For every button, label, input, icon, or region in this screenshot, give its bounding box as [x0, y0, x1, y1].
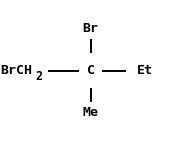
Text: 2: 2 — [35, 70, 43, 83]
Text: Et: Et — [137, 64, 153, 77]
Text: Br: Br — [83, 22, 98, 35]
Text: Me: Me — [83, 106, 98, 119]
Text: C: C — [87, 64, 94, 77]
Text: BrCH: BrCH — [0, 64, 32, 77]
